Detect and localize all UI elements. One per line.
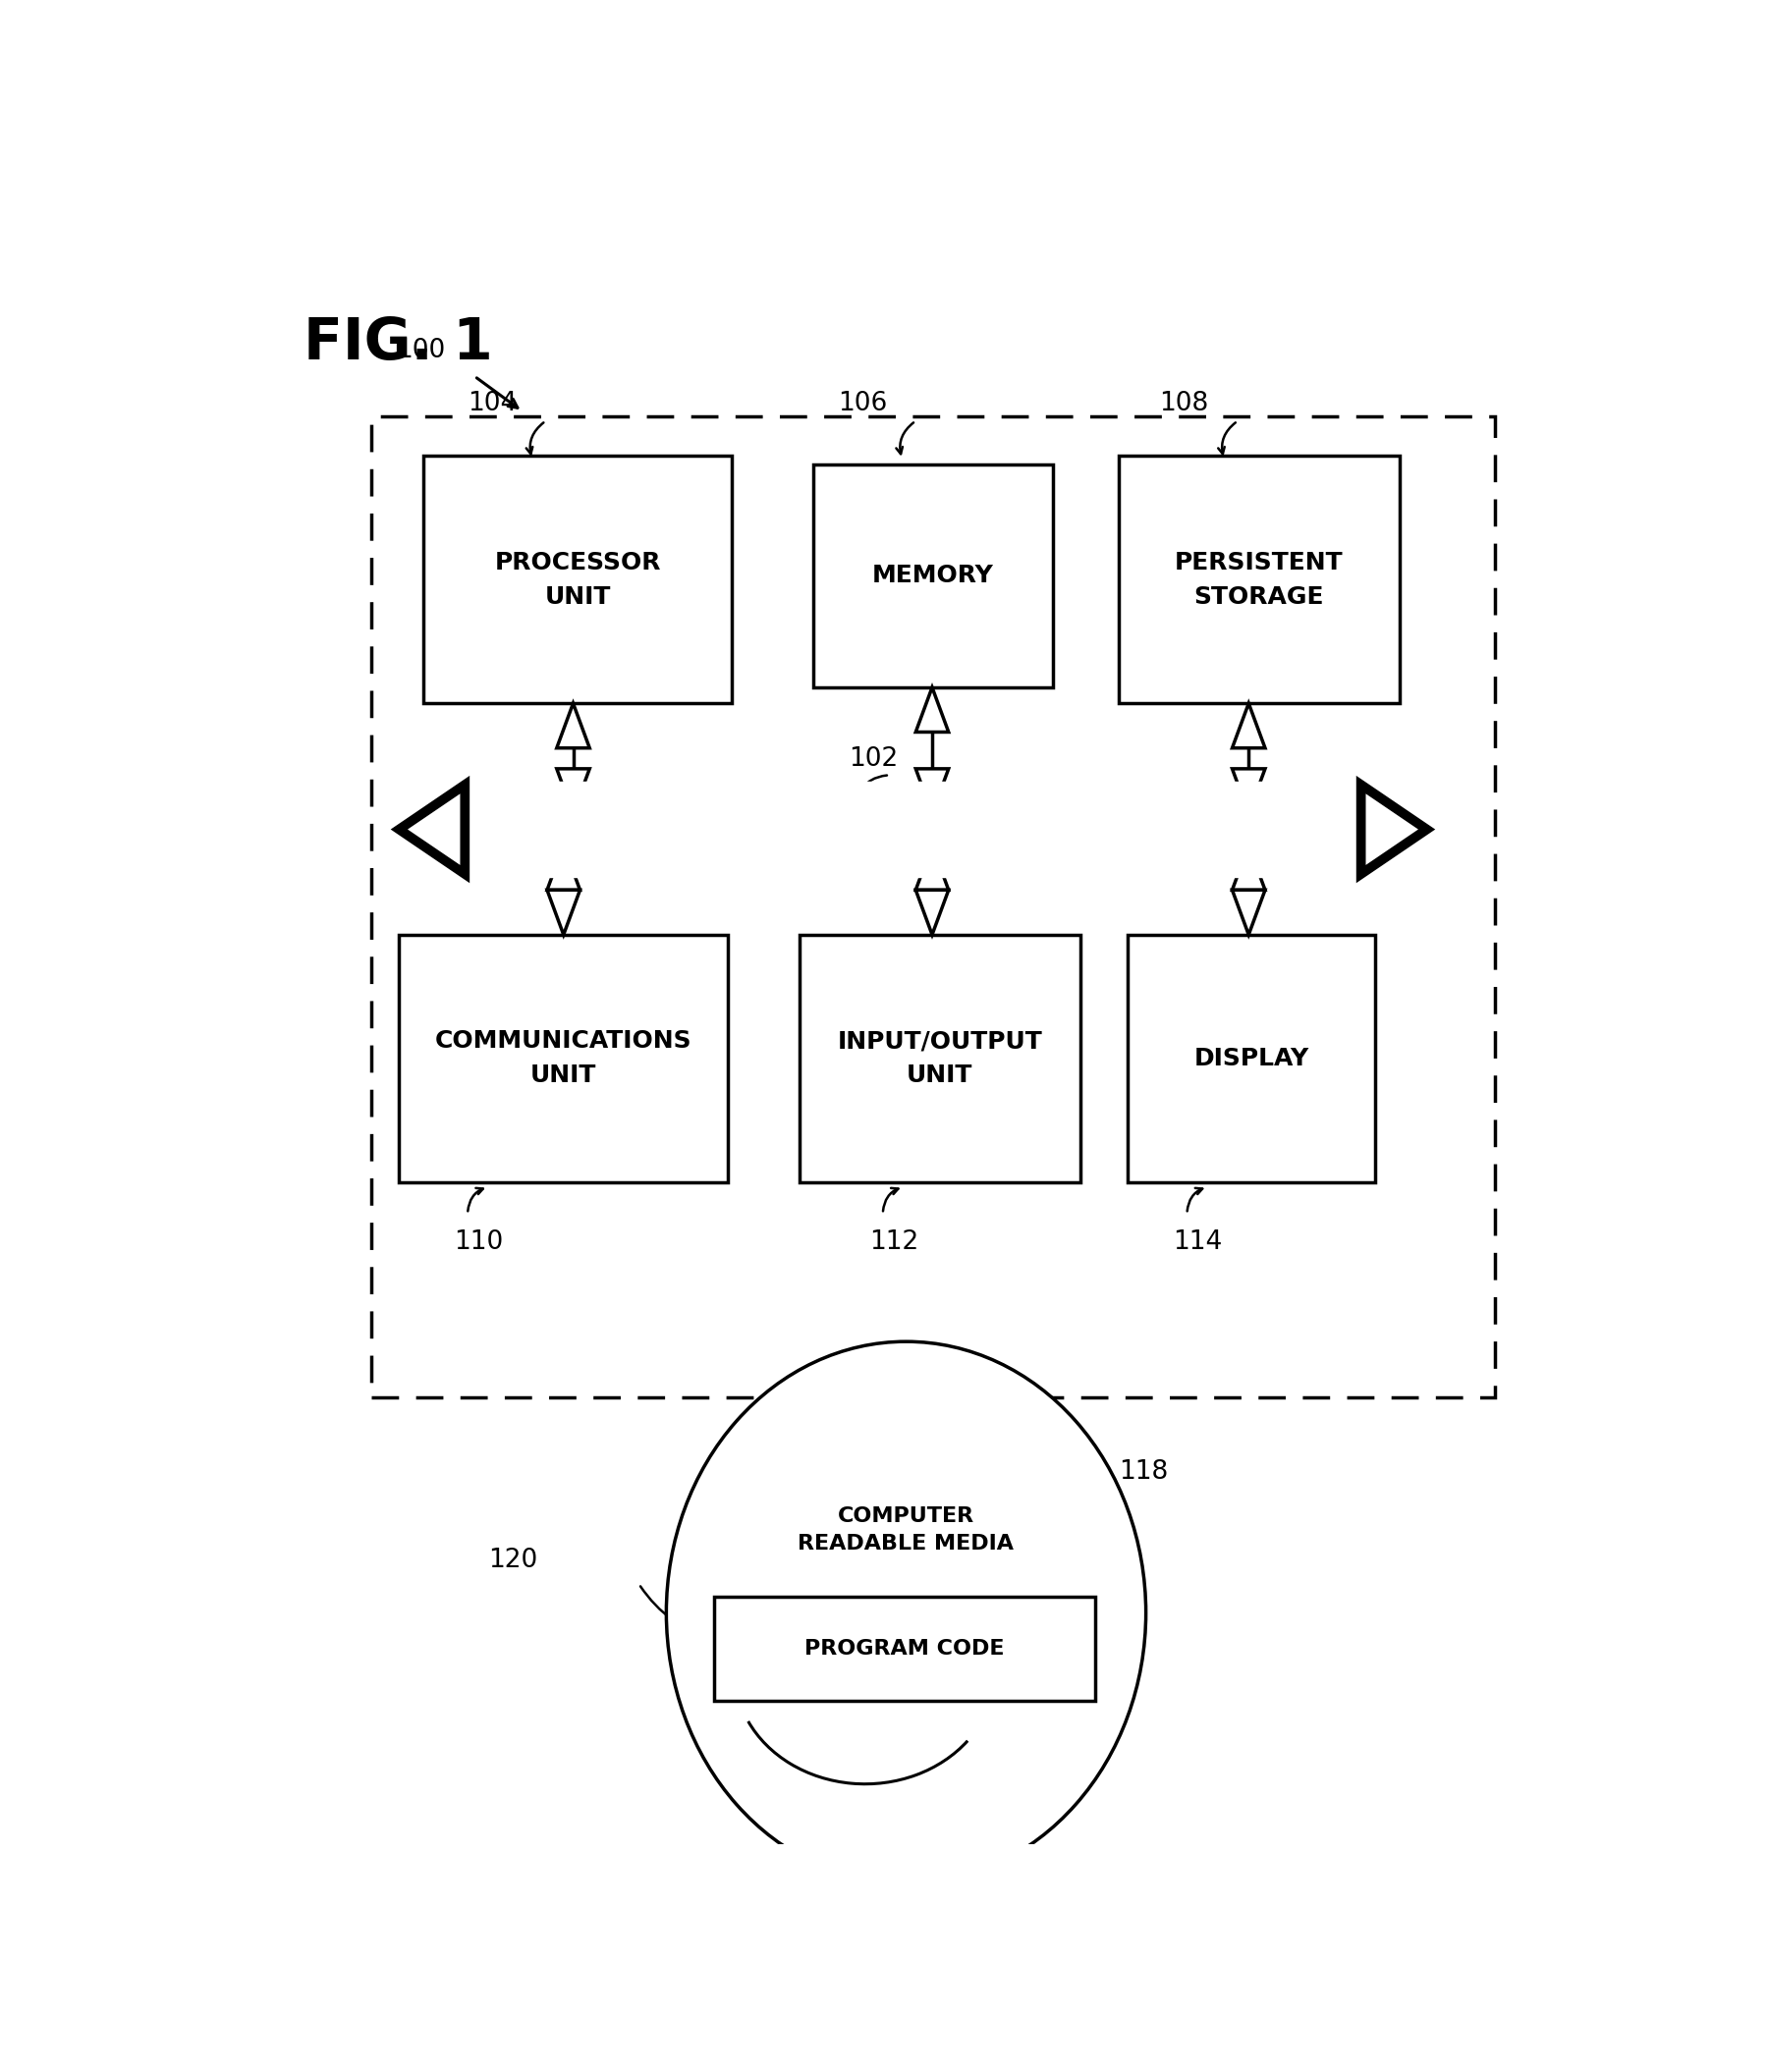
Text: 108: 108 <box>1160 392 1209 416</box>
Text: 120: 120 <box>488 1548 537 1573</box>
Polygon shape <box>916 769 949 814</box>
Polygon shape <box>1232 845 1266 891</box>
Polygon shape <box>1232 702 1266 748</box>
FancyBboxPatch shape <box>1128 934 1376 1181</box>
Polygon shape <box>546 845 580 891</box>
Polygon shape <box>916 891 949 934</box>
FancyBboxPatch shape <box>813 464 1052 688</box>
Text: PROGRAM CODE: PROGRAM CODE <box>804 1639 1004 1658</box>
Text: 104: 104 <box>467 392 516 416</box>
Polygon shape <box>916 688 949 731</box>
Text: 116: 116 <box>769 1796 819 1821</box>
Polygon shape <box>546 891 580 934</box>
Polygon shape <box>400 785 465 874</box>
Text: 118: 118 <box>1119 1459 1169 1486</box>
Text: PROCESSOR
UNIT: PROCESSOR UNIT <box>495 551 661 609</box>
FancyBboxPatch shape <box>400 934 728 1181</box>
Text: 100: 100 <box>396 338 446 363</box>
Text: FIG. 1: FIG. 1 <box>304 315 493 371</box>
Ellipse shape <box>667 1341 1146 1883</box>
Text: MEMORY: MEMORY <box>872 564 994 588</box>
Text: COMMUNICATIONS
UNIT: COMMUNICATIONS UNIT <box>435 1030 691 1088</box>
Text: DISPLAY: DISPLAY <box>1193 1046 1308 1069</box>
Text: INPUT/OUTPUT
UNIT: INPUT/OUTPUT UNIT <box>838 1030 1041 1088</box>
Text: 112: 112 <box>870 1231 918 1256</box>
FancyBboxPatch shape <box>799 934 1080 1181</box>
Text: COMPUTER
READABLE MEDIA: COMPUTER READABLE MEDIA <box>797 1506 1015 1554</box>
Text: 110: 110 <box>454 1231 504 1256</box>
Polygon shape <box>888 1397 925 1448</box>
Text: 114: 114 <box>1174 1231 1223 1256</box>
FancyBboxPatch shape <box>424 456 732 702</box>
Polygon shape <box>916 845 949 891</box>
Polygon shape <box>557 702 589 748</box>
Polygon shape <box>1232 769 1266 814</box>
Text: 102: 102 <box>849 746 898 773</box>
FancyBboxPatch shape <box>1119 456 1400 702</box>
Polygon shape <box>1361 785 1427 874</box>
Text: PERSISTENT
STORAGE: PERSISTENT STORAGE <box>1174 551 1344 609</box>
Polygon shape <box>557 769 589 814</box>
Polygon shape <box>1232 891 1266 934</box>
Text: 106: 106 <box>838 392 888 416</box>
FancyBboxPatch shape <box>714 1598 1094 1701</box>
